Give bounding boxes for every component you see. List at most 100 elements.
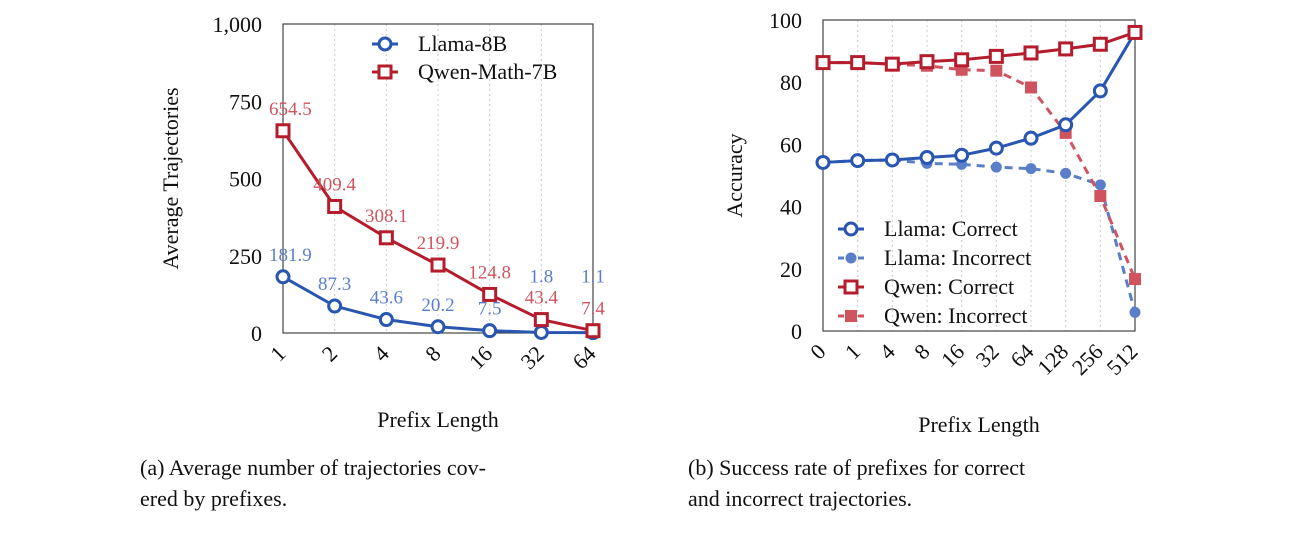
chart2-x-tick-label: 4 (874, 339, 899, 364)
chart2-x-tick-label: 1 (840, 339, 865, 364)
data-point (430, 319, 446, 335)
chart2-y-tick-label: 20 (780, 257, 802, 282)
data-label: 181.9 (269, 245, 312, 266)
chart2-x-tick-label: 16 (936, 339, 969, 372)
legend-marker (377, 36, 393, 52)
data-label: 7.5 (478, 299, 502, 320)
data-label: 409.4 (313, 174, 356, 195)
data-point (815, 55, 831, 71)
data-point (954, 147, 970, 163)
series-line (822, 158, 1137, 313)
data-point (1023, 130, 1039, 146)
data-point (884, 152, 900, 168)
caption-b: (b) Success rate of prefixes for correct… (688, 452, 1025, 514)
chart2-legend-item: Llama: Incorrect (838, 245, 1031, 270)
legend-label: Qwen-Math-7B (418, 59, 557, 84)
chart2-x-tick-label: 256 (1067, 339, 1108, 380)
data-point (815, 154, 831, 170)
data-point (884, 56, 900, 72)
series-line (823, 61, 1137, 280)
chart1-legend-item: Llama-8B (372, 31, 507, 56)
data-point (990, 161, 1002, 173)
data-point (327, 298, 343, 314)
chart2-x-tick-label: 8 (909, 339, 934, 364)
data-label: 87.3 (318, 274, 351, 295)
data-point (1129, 306, 1141, 318)
chart1-x-tick-label: 16 (464, 341, 497, 374)
data-point (275, 123, 291, 139)
data-label: 1.1 (581, 267, 605, 288)
series-line (822, 31, 1137, 164)
data-point (1023, 45, 1039, 61)
chart2-y-tick-label: 0 (791, 319, 802, 344)
chart1-y-tick-label: 250 (229, 244, 262, 269)
chart1-x-tick-label: 32 (516, 341, 549, 374)
chart1-y-tick-label: 500 (229, 167, 262, 192)
data-point (1025, 163, 1037, 175)
chart2-series-qwen-correct (815, 24, 1143, 72)
legend-label: Qwen: Incorrect (884, 303, 1028, 328)
data-label: 1.8 (529, 266, 553, 287)
chart2-y-tick-label: 60 (780, 132, 802, 157)
data-label: 43.6 (370, 288, 403, 309)
data-label: 219.9 (417, 233, 460, 254)
chart1-y-tick-label: 750 (229, 89, 262, 114)
chart2-series-llama-correct (815, 24, 1143, 170)
data-label: 7.4 (581, 299, 605, 320)
data-point (919, 149, 935, 165)
chart1-x-tick-label: 2 (317, 341, 342, 366)
data-point (988, 48, 1004, 64)
data-point (482, 286, 498, 302)
chart2-legend-item: Qwen: Incorrect (838, 303, 1028, 328)
legend-label: Llama-8B (418, 31, 507, 56)
chart2-plot-frame (822, 19, 1136, 332)
data-point (275, 269, 291, 285)
caption-a-line1: (a) Average number of trajectories cov- (140, 455, 486, 480)
data-label: 124.8 (468, 262, 511, 283)
chart2-x-tick-label: 512 (1102, 339, 1143, 380)
chart2-x-tick-label: 128 (1032, 339, 1073, 380)
data-label: 43.4 (525, 288, 559, 309)
data-point (1129, 273, 1141, 286)
data-label: 308.1 (365, 206, 408, 227)
data-point (1092, 36, 1108, 52)
legend-marker (377, 64, 393, 80)
data-point (990, 64, 1003, 77)
chart2-y-tick-label: 100 (769, 8, 802, 33)
data-point (919, 54, 935, 70)
legend-marker (845, 310, 857, 322)
chart2-x-tick-label: 0 (805, 339, 830, 364)
chart1-y-tick-label: 1,000 (213, 12, 263, 37)
chart1-x-tick-label: 4 (368, 341, 393, 366)
series-line (823, 31, 1136, 66)
data-point (1058, 41, 1074, 57)
data-point (482, 323, 498, 339)
data-point (1094, 190, 1107, 203)
data-point (378, 312, 394, 328)
data-point (850, 55, 866, 71)
caption-a-line2: ered by prefixes. (140, 486, 288, 511)
chart2-legend-item: Qwen: Correct (838, 274, 1014, 299)
data-point (378, 230, 394, 246)
legend-label: Qwen: Correct (884, 274, 1014, 299)
data-point (1060, 167, 1072, 179)
data-point (988, 140, 1004, 156)
legend-label: Llama: Incorrect (884, 245, 1031, 270)
data-point (1058, 117, 1074, 133)
legend-marker (843, 221, 859, 237)
data-point (1094, 179, 1106, 191)
data-point (1025, 81, 1037, 94)
chart1-x-tick-label: 1 (265, 341, 290, 366)
chart1-legend-item: Qwen-Math-7B (372, 59, 557, 84)
data-point (533, 312, 549, 328)
caption-b-line2: and incorrect trajectories. (688, 486, 913, 511)
chart1-y-tick-label: 0 (251, 321, 262, 346)
data-point (585, 323, 601, 339)
data-point (954, 52, 970, 68)
data-point (533, 324, 549, 340)
chart1-x-tick-label: 64 (567, 341, 600, 374)
chart2-x-tick-label: 32 (971, 339, 1004, 372)
chart1-x-axis-label: Prefix Length (377, 407, 499, 432)
